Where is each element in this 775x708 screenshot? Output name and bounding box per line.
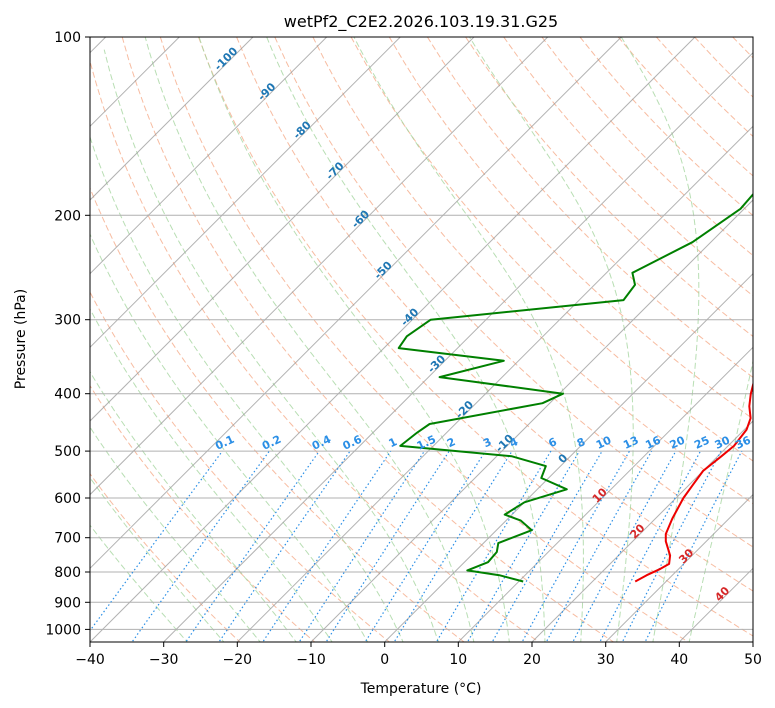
x-tick-label: 10 bbox=[449, 652, 467, 668]
chart-title: wetPf2_C2E2.2026.103.19.31.G25 bbox=[284, 12, 558, 32]
mixing-ratio-line bbox=[599, 450, 702, 642]
isotherm-line bbox=[752, 641, 753, 642]
y-tick-label: 400 bbox=[54, 387, 81, 403]
mixing-ratio-label: 20 bbox=[668, 433, 688, 451]
dry-adiabat-line bbox=[350, 37, 753, 462]
x-tick-label: 40 bbox=[670, 652, 688, 668]
mixing-ratio-line bbox=[298, 450, 425, 642]
dewpoint-profile-line bbox=[397, 192, 753, 583]
isotherm-line bbox=[531, 420, 753, 642]
isotherm-line bbox=[90, 37, 328, 275]
background-lines bbox=[90, 37, 775, 644]
isotherm-line bbox=[90, 37, 254, 201]
moist-adiabat-line bbox=[353, 37, 584, 642]
dry-adiabat-line bbox=[90, 384, 316, 642]
isotherm-line bbox=[383, 272, 753, 642]
moist-adiabat-line bbox=[90, 370, 297, 642]
mixing-ratio-label: 30 bbox=[713, 433, 733, 451]
isotherm-line bbox=[90, 37, 475, 422]
y-tick-label: 800 bbox=[54, 565, 81, 581]
dry-adiabat-line bbox=[274, 37, 753, 548]
mixing-ratio-line bbox=[621, 450, 722, 642]
mixing-ratio-line bbox=[218, 450, 351, 642]
isotherm-line bbox=[90, 37, 696, 642]
dry-adiabat-line bbox=[388, 37, 753, 420]
mixing-ratio-line bbox=[572, 450, 677, 642]
mixing-ratio-label: 13 bbox=[621, 434, 640, 452]
isotherm-line bbox=[162, 51, 753, 642]
mixing-ratio-line bbox=[466, 450, 580, 642]
x-axis-label: Temperature (°C) bbox=[360, 681, 482, 697]
mixing-ratio-label: 16 bbox=[643, 433, 663, 451]
y-axis-label: Pressure (hPa) bbox=[13, 289, 29, 389]
plot-frame bbox=[89, 36, 754, 643]
x-tick-label: −40 bbox=[75, 652, 105, 668]
y-tick-label: 500 bbox=[54, 444, 81, 460]
mixing-ratio-line bbox=[90, 450, 223, 632]
mixing-ratio-label: 25 bbox=[692, 434, 711, 452]
y-tick-label: 300 bbox=[54, 313, 81, 329]
moist-adiabat-line bbox=[266, 37, 546, 642]
x-tick-label: 50 bbox=[744, 652, 762, 668]
isotherm-line bbox=[457, 346, 753, 642]
moist-adiabat-line bbox=[90, 232, 369, 642]
moist-adiabat-line bbox=[144, 37, 475, 642]
moist-adiabat-line bbox=[90, 476, 225, 642]
x-tick-label: 30 bbox=[597, 652, 615, 668]
isotherm-line bbox=[604, 493, 753, 642]
isotherm-line bbox=[236, 125, 753, 642]
mixing-ratio-line bbox=[364, 450, 486, 642]
plot-area bbox=[90, 37, 753, 642]
moist-adiabat-line bbox=[90, 524, 188, 642]
x-tick-label: 0 bbox=[380, 652, 389, 668]
y-tick-label: 900 bbox=[54, 595, 81, 611]
dry-adiabat-line bbox=[121, 37, 615, 642]
x-tick-label: −10 bbox=[296, 652, 326, 668]
profile-lines bbox=[397, 192, 753, 583]
moist-adiabat-line bbox=[90, 135, 404, 642]
moist-adiabat-line bbox=[103, 49, 440, 642]
mixing-ratio-line bbox=[393, 450, 513, 642]
dry-adiabat-line bbox=[771, 37, 775, 644]
mixing-ratio-line bbox=[325, 450, 450, 642]
mixing-ratio-line bbox=[185, 450, 320, 642]
isotherm-line bbox=[310, 199, 753, 642]
y-tick-label: 700 bbox=[54, 531, 81, 547]
x-tick-label: 20 bbox=[523, 652, 541, 668]
isotherm-line bbox=[90, 37, 622, 570]
dry-adiabat-line bbox=[312, 37, 753, 505]
axis-ticks: −40 −30 −20 −10 0 10 20 30 40 50 100 200 300 400 500 60… bbox=[45, 30, 762, 668]
mixing-ratio-line bbox=[262, 450, 392, 642]
isotherm-line bbox=[90, 37, 549, 496]
isotherm-line bbox=[90, 37, 401, 349]
moist-adiabat-line bbox=[469, 37, 634, 642]
y-tick-label: 100 bbox=[54, 30, 81, 46]
x-tick-label: −30 bbox=[149, 652, 179, 668]
y-tick-label: 1000 bbox=[45, 622, 81, 638]
dry-adiabat-line bbox=[236, 37, 753, 592]
moist-adiabat-line bbox=[198, 37, 510, 642]
y-tick-label: 200 bbox=[54, 208, 81, 224]
x-tick-label: −20 bbox=[223, 652, 253, 668]
y-tick-label: 600 bbox=[54, 491, 81, 507]
mixing-ratio-line bbox=[131, 450, 270, 642]
mixing-ratio-label: 36 bbox=[733, 433, 753, 451]
mixing-ratio-label: 10 bbox=[594, 433, 614, 451]
moist-adiabat-line bbox=[620, 37, 700, 642]
moist-adiabat-line bbox=[90, 426, 261, 642]
temperature-profile-line bbox=[634, 381, 753, 583]
